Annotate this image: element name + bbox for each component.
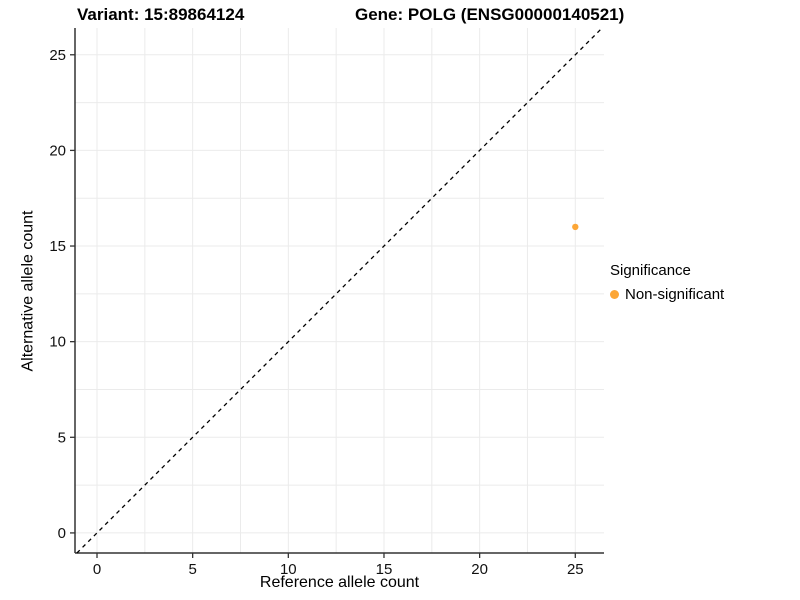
- legend-entry-non-significant: Non-significant: [610, 286, 724, 303]
- identity-dashed-line: [76, 27, 603, 554]
- gene-title: Gene: POLG (ENSG00000140521): [355, 5, 625, 24]
- tick-labels: 0 5 10 15 20 25 0 5 10 15 20 25: [49, 47, 583, 578]
- y-tick-label: 10: [49, 334, 66, 351]
- x-tick-label: 0: [93, 561, 101, 578]
- x-tick-label: 20: [471, 561, 488, 578]
- gridlines: [75, 28, 604, 553]
- y-axis-title: Alternative allele count: [19, 210, 37, 372]
- axis-ticks: [70, 54, 576, 558]
- x-tick-label: 10: [280, 561, 297, 578]
- variant-title: Variant: 15:89864124: [77, 5, 245, 24]
- x-axis-title: Reference allele count: [259, 574, 420, 591]
- y-tick-label: 0: [58, 525, 66, 542]
- identity-line: [76, 27, 603, 554]
- x-tick-label: 5: [188, 561, 196, 578]
- legend-title: Significance: [610, 262, 691, 279]
- x-tick-label: 25: [567, 561, 584, 578]
- y-tick-label: 20: [49, 142, 66, 159]
- data-points: [572, 223, 579, 231]
- legend-point-icon: [610, 290, 619, 299]
- scatter-point: [572, 223, 579, 231]
- axis-lines: [74, 28, 604, 554]
- y-tick-label: 25: [49, 47, 66, 64]
- y-tick-label: 5: [58, 429, 66, 446]
- y-tick-label: 15: [49, 238, 66, 255]
- x-tick-label: 15: [376, 561, 393, 578]
- legend-entry-label: Non-significant: [625, 286, 725, 303]
- legend: Significance Non-significant: [610, 262, 724, 303]
